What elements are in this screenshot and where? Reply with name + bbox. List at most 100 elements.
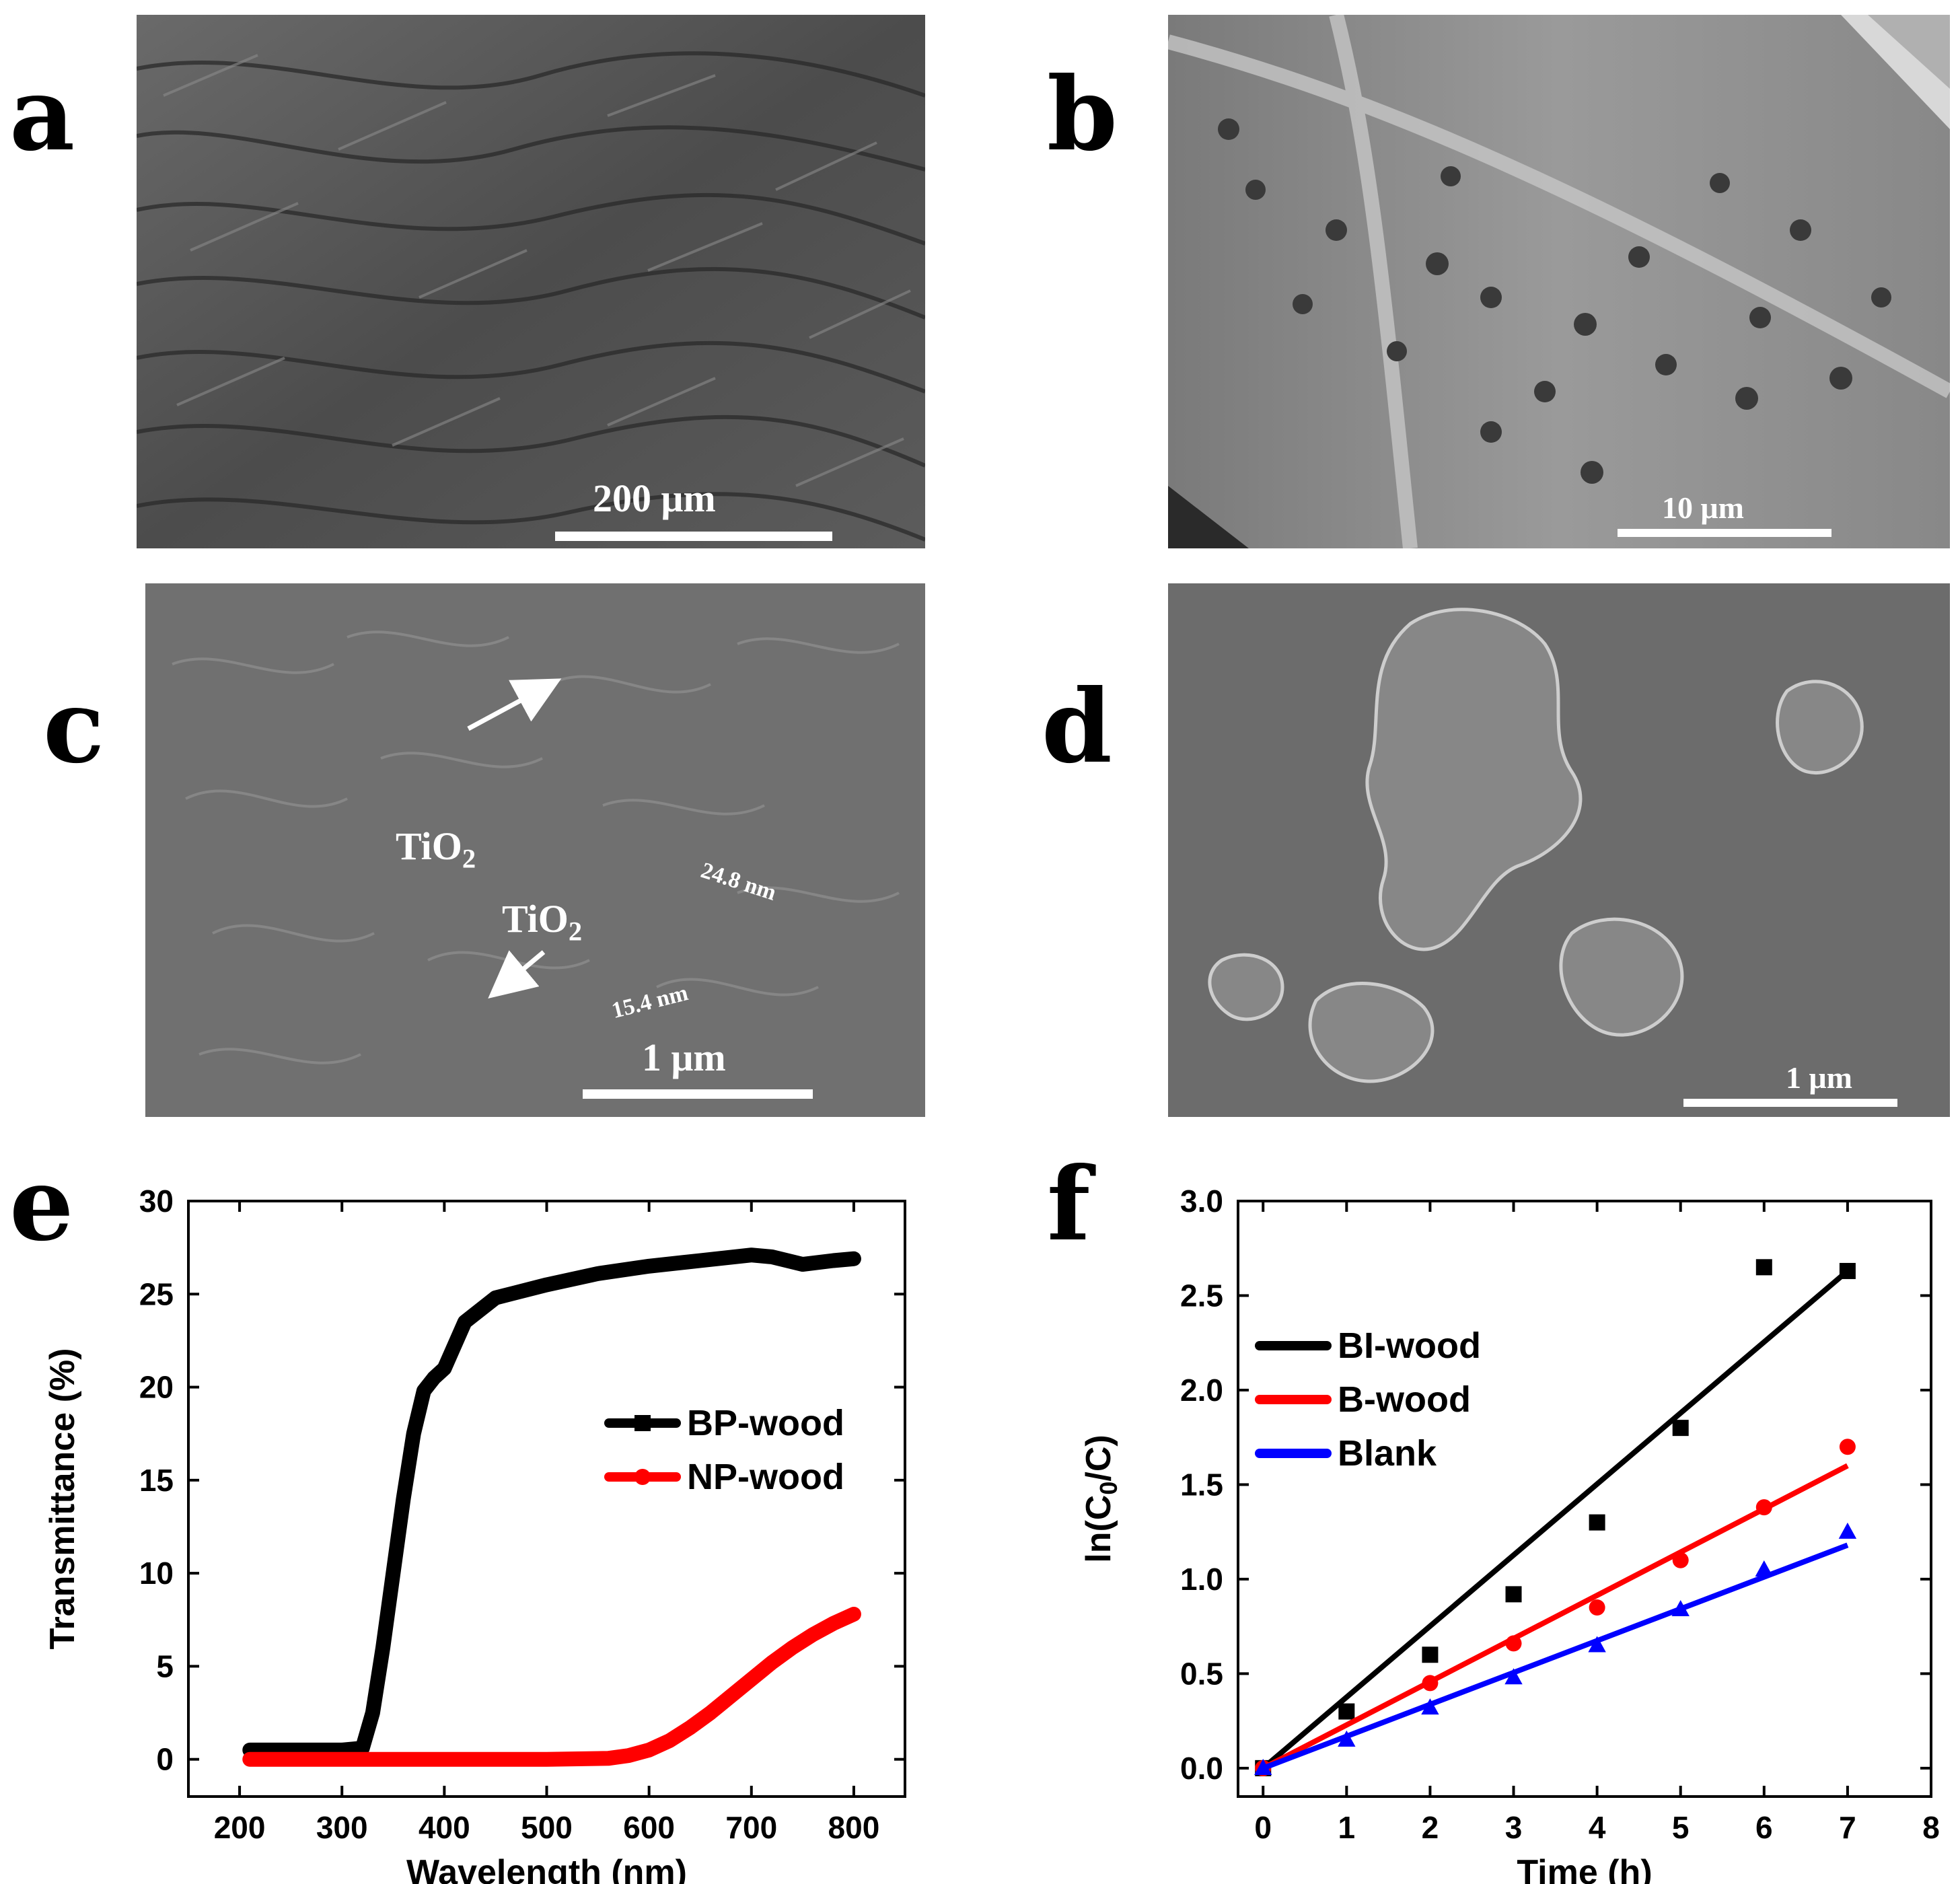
panel-letter-b: b [1047,55,1118,174]
panel-letter-f: f [1047,1145,1091,1264]
y-tick-label: 0 [156,1742,174,1777]
data-point [1254,1759,1272,1776]
legend: BP-wood NP-wood [604,1403,844,1497]
legend-label: BI-wood [1338,1326,1481,1366]
x-tick-label: 700 [725,1810,777,1845]
series-line [242,1247,861,1758]
y-tick-label: 0.5 [1180,1656,1223,1691]
plot-frame [1237,1200,1932,1798]
chart-e: 200 300 400 500 600 700 800 0 5 10 15 20 25 30 Wavelen… [43,1184,906,1884]
x-tick-label: 1 [1338,1810,1356,1845]
legend-label: Blank [1338,1433,1437,1474]
tio2-label-1: TiO2 [396,824,476,874]
series-line [242,1606,861,1767]
data-point [1671,1600,1690,1617]
y-tick-label: 10 [139,1556,174,1591]
y-tick-label: 2.0 [1180,1373,1223,1408]
x-tick-label: 4 [1589,1810,1606,1845]
x-tick-label: 600 [623,1810,675,1845]
series-bp-wood [242,1247,861,1758]
data-point [1505,1586,1522,1603]
data-point [1672,1552,1689,1568]
panel-letter-d: d [1042,667,1112,786]
scalebar-label-d: 1 μm [1786,1060,1852,1095]
data-point [1589,1599,1605,1616]
panel-letter-e: e [9,1145,74,1264]
sem-image-b: 10 μm [1168,15,1950,548]
legend-label: BP-wood [687,1403,844,1443]
x-tick-label: 300 [316,1810,368,1845]
data-point [1839,1439,1856,1455]
chart-f: 0 1 2 3 4 5 6 7 8 0.0 0.5 1.0 1.5 2.0 2.5 3.0 Time (h) ln… [1079,1184,1940,1884]
legend-label: NP-wood [687,1457,844,1497]
data-point [1338,1730,1356,1747]
x-tick-label: 800 [828,1810,880,1845]
fit-line [1261,1268,1850,1770]
x-tick-label: 6 [1755,1810,1773,1845]
series-np-wood [242,1606,861,1767]
scalebar-d [1683,1099,1897,1107]
data-point [1672,1420,1689,1437]
fit-line [1262,1542,1849,1771]
data-point [1505,1635,1522,1652]
scalebar-b [1618,529,1831,537]
x-tick-label: 2 [1422,1810,1439,1845]
fit-line [1262,1463,1849,1771]
data-point [1589,1514,1605,1531]
y-tick-label: 1.5 [1180,1467,1223,1502]
y-tick-label: 30 [139,1184,174,1219]
scalebar-label-c: 1 μm [642,1036,726,1079]
data-point [1588,1636,1606,1653]
x-tick-label: 0 [1254,1810,1272,1845]
x-tick-label: 5 [1672,1810,1690,1845]
legend-marker [634,1469,651,1485]
panel-letter-c: c [43,667,105,786]
sem-image-c: TiO2 TiO2 24.8 nm 15.4 nm 1 μm [145,583,925,1117]
y-tick-label: 5 [156,1648,174,1683]
sem-texture-d [1168,583,1950,1117]
x-tick-label: 3 [1505,1810,1523,1845]
data-point [1504,1668,1523,1685]
sem-texture-c [145,583,925,1117]
scalebar-label-a: 200 μm [593,476,716,520]
y-tick-label: 2.5 [1180,1278,1223,1313]
data-point [1422,1675,1439,1692]
arrows-c [467,678,562,999]
data-point [1839,1262,1856,1279]
data-point [1838,1522,1857,1539]
sem-texture-a [137,15,925,548]
y-tick-label: 20 [139,1370,174,1405]
panel-letter-a: a [9,55,75,174]
y-axis-label: ln(C0/C) [1079,1435,1122,1562]
data-point [1755,1560,1774,1577]
y-tick-label: 15 [139,1463,174,1498]
y-tick-label: 3.0 [1180,1184,1223,1219]
legend: BI-wood B-wood Blank [1255,1326,1481,1474]
legend-label: B-wood [1338,1379,1471,1420]
y-tick-label: 0.0 [1180,1751,1223,1786]
scalebar-c [583,1089,813,1099]
x-tick-label: 7 [1839,1810,1856,1845]
x-tick-label: 8 [1922,1810,1940,1845]
sem-image-d: 1 μm [1168,583,1950,1117]
y-axis-label: Transmittance (%) [43,1348,82,1650]
data-point [1421,1698,1439,1715]
y-tick-label: 1.0 [1180,1562,1223,1597]
x-axis-label: Wavelength (nm) [406,1853,687,1884]
series-blank [1254,1522,1857,1776]
data-point [1755,1259,1772,1276]
data-point [1422,1646,1439,1663]
arrow-tio2-1 [467,678,562,731]
scalebar-a [555,532,832,541]
sem-image-a: 200 μm [137,15,925,548]
scalebar-label-b: 10 μm [1662,491,1744,525]
sem-texture-b [1168,15,1950,548]
y-tick-label: 25 [139,1276,174,1311]
arrow-tio2-2 [488,950,546,999]
x-tick-label: 500 [521,1810,573,1845]
tio2-label-2: TiO2 [502,897,583,947]
x-axis-label: Time (h) [1517,1853,1652,1884]
x-tick-label: 200 [214,1810,266,1845]
series-b-wood [1255,1439,1856,1776]
data-point [1755,1499,1772,1516]
